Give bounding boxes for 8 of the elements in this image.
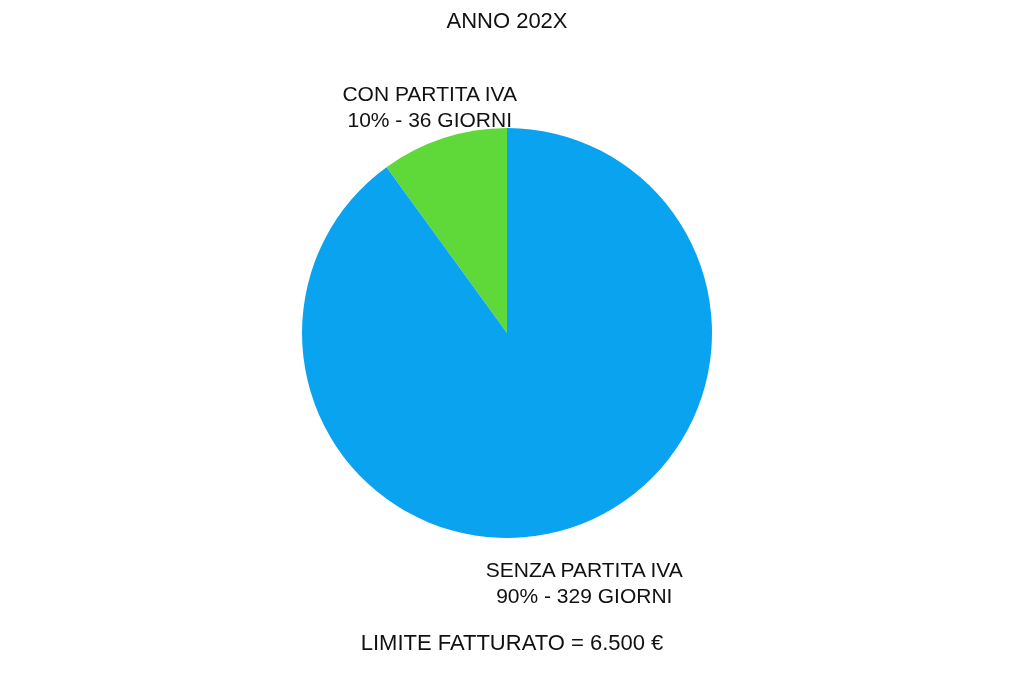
slice-label: SENZA PARTITA IVA xyxy=(485,557,683,581)
text: LIMITE FATTURATO = 6.500 € xyxy=(360,630,664,655)
pie-slice xyxy=(302,128,712,538)
data-label: 90% - 329 GIORNI xyxy=(496,583,673,607)
data-label: 10% - 36 GIORNI xyxy=(347,108,513,132)
slice-label: CON PARTITA IVA xyxy=(342,82,518,106)
pie-slice xyxy=(386,128,507,333)
chart-title: ANNO 202X xyxy=(446,8,568,33)
